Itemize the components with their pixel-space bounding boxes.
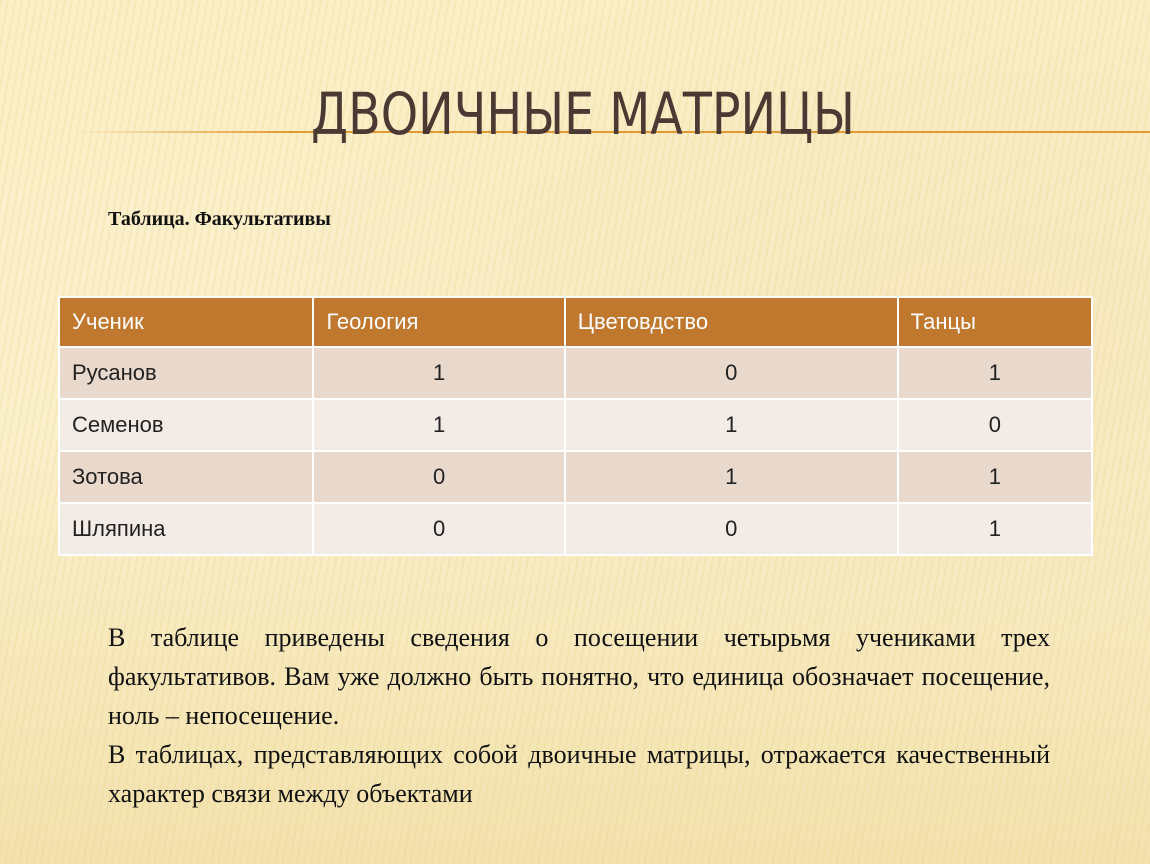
student-cell: Зотова xyxy=(57,450,315,504)
value-cell: 1 xyxy=(896,502,1094,556)
header-cell: Танцы xyxy=(896,296,1094,348)
body-text: В таблице приведены сведения о посещении… xyxy=(108,618,1050,813)
header-cell: Цветовдство xyxy=(563,296,899,348)
value-cell: 0 xyxy=(312,502,566,556)
paragraph: В таблицах, представляющих собой двоичны… xyxy=(108,740,1050,808)
paragraph: В таблице приведены сведения о посещении… xyxy=(108,623,1050,730)
table-row: Зотова 0 1 1 xyxy=(57,450,1094,504)
value-cell: 1 xyxy=(312,398,566,452)
student-cell: Семенов xyxy=(57,398,315,452)
student-cell: Шляпина xyxy=(57,502,315,556)
title-rule xyxy=(75,131,1150,133)
header-cell: Ученик xyxy=(57,296,315,348)
value-cell: 0 xyxy=(312,450,566,504)
table-row: Шляпина 0 0 1 xyxy=(57,502,1094,556)
electives-table: Ученик Геология Цветовдство Танцы Русано… xyxy=(57,296,1094,556)
value-cell: 1 xyxy=(896,450,1094,504)
value-cell: 1 xyxy=(563,450,899,504)
header-cell: Геология xyxy=(312,296,566,348)
table-header-row: Ученик Геология Цветовдство Танцы xyxy=(57,296,1094,348)
value-cell: 0 xyxy=(563,502,899,556)
value-cell: 1 xyxy=(896,346,1094,400)
table-row: Русанов 1 0 1 xyxy=(57,346,1094,400)
slide-title: ДВОИЧНЫЕ МАТРИЦЫ xyxy=(310,80,856,148)
value-cell: 0 xyxy=(896,398,1094,452)
table-row: Семенов 1 1 0 xyxy=(57,398,1094,452)
student-cell: Русанов xyxy=(57,346,315,400)
value-cell: 1 xyxy=(312,346,566,400)
table-caption: Таблица. Факультативы xyxy=(108,208,331,230)
value-cell: 0 xyxy=(563,346,899,400)
value-cell: 1 xyxy=(563,398,899,452)
